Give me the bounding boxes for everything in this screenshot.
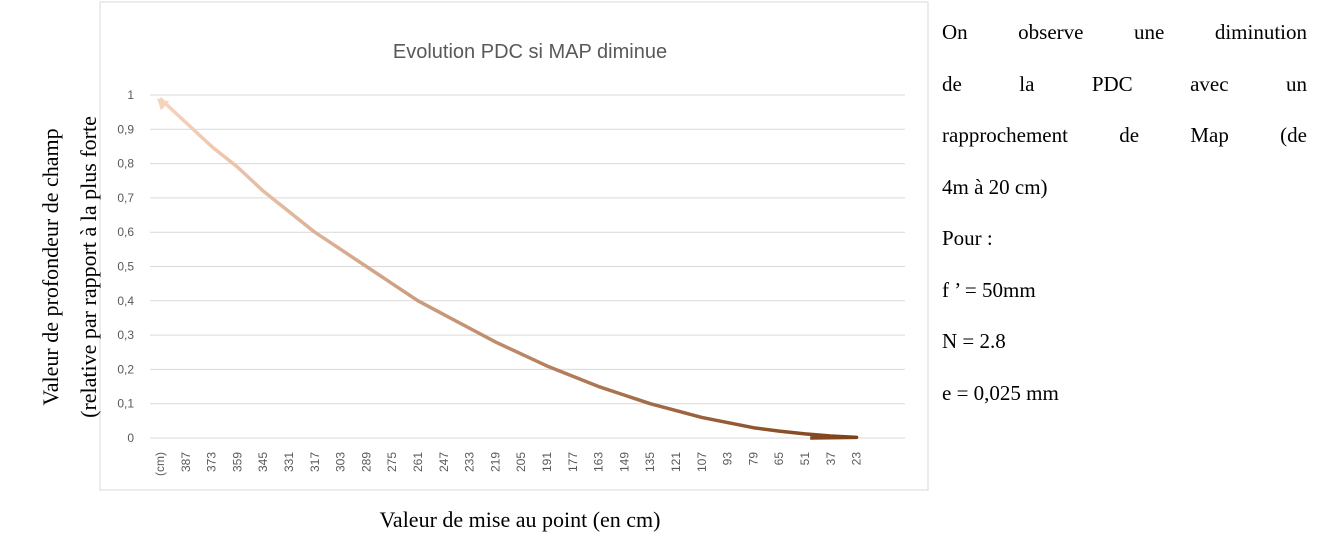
x-tick-label: 303 [334, 452, 348, 472]
chart: Evolution PDC si MAP diminue Valeur de p… [38, 1, 929, 532]
x-tick-label: 23 [850, 452, 864, 466]
y-tick-label: 0,5 [117, 260, 134, 274]
y-tick-label: 0,6 [117, 225, 134, 239]
x-tick-label: 219 [488, 452, 502, 472]
x-tick-label: 135 [643, 452, 657, 472]
x-tick-label: 345 [256, 452, 270, 472]
x-tick-label: 387 [179, 452, 193, 472]
x-tick-label: 177 [566, 452, 580, 472]
x-tick-label: 359 [230, 452, 244, 472]
x-tick-label: 107 [695, 452, 709, 472]
x-tick-label: 37 [824, 452, 838, 466]
chart-frame [99, 1, 929, 491]
side-text-line: N = 2.8 [942, 329, 1006, 353]
x-tick-label: 289 [359, 452, 373, 472]
x-tick-label: 205 [514, 452, 528, 472]
line [158, 97, 859, 440]
x-tick-label: 275 [385, 452, 399, 472]
x-tick-label: 261 [411, 452, 425, 472]
y-tick-label: 0,1 [117, 397, 134, 411]
side-text-line: Pour : [942, 226, 993, 250]
x-tick-label: 93 [721, 452, 735, 466]
x-tick-label: 191 [540, 452, 554, 472]
y-tick-label: 0,7 [117, 191, 134, 205]
y-tick-label: 0,3 [117, 328, 134, 342]
x-tick-label: 247 [437, 452, 451, 472]
x-tick-label: 373 [205, 452, 219, 472]
chart-title: Evolution PDC si MAP diminue [393, 41, 667, 63]
x-tick-label: 163 [592, 452, 606, 472]
x-axis-label: Valeur de mise au point (en cm) [379, 507, 660, 532]
x-tick-label: 233 [463, 452, 477, 472]
x-tick-label: 317 [308, 452, 322, 472]
side-text-line: de la PDC avec un [942, 71, 1307, 96]
y-tick-label: 0,2 [117, 362, 134, 376]
y-tick-label: 0,8 [117, 157, 134, 171]
y-tick-label: 0,9 [117, 122, 134, 136]
y-tick-label: 1 [127, 88, 134, 102]
side-text-line: 4m à 20 cm) [942, 174, 1048, 199]
side-text-line: On observe une diminution [942, 20, 1307, 44]
side-text-line: rapprochement de Map (de [942, 123, 1307, 147]
y-tick-label: 0,4 [117, 294, 134, 308]
x-tick-label: 331 [282, 452, 296, 472]
x-tick-label: 121 [669, 452, 683, 472]
x-tick-label: 65 [772, 452, 786, 466]
side-text: On observe une diminution de la PDC avec … [942, 14, 1307, 426]
side-text-line: e = 0,025 mm [942, 380, 1059, 405]
x-tick-label: 51 [798, 452, 812, 466]
x-tick-label: (cm) [153, 452, 167, 476]
y-tick-label: 0 [127, 431, 134, 445]
y-axis-label: Valeur de profondeur de champ [38, 128, 63, 405]
side-text-line: f ’ = 50mm [942, 277, 1036, 302]
x-tick-label: 79 [746, 452, 760, 466]
arrow-head [157, 98, 170, 111]
x-tick-label: 149 [617, 452, 631, 472]
y-axis-label: (relative par rapport à la plus forte [76, 116, 101, 418]
